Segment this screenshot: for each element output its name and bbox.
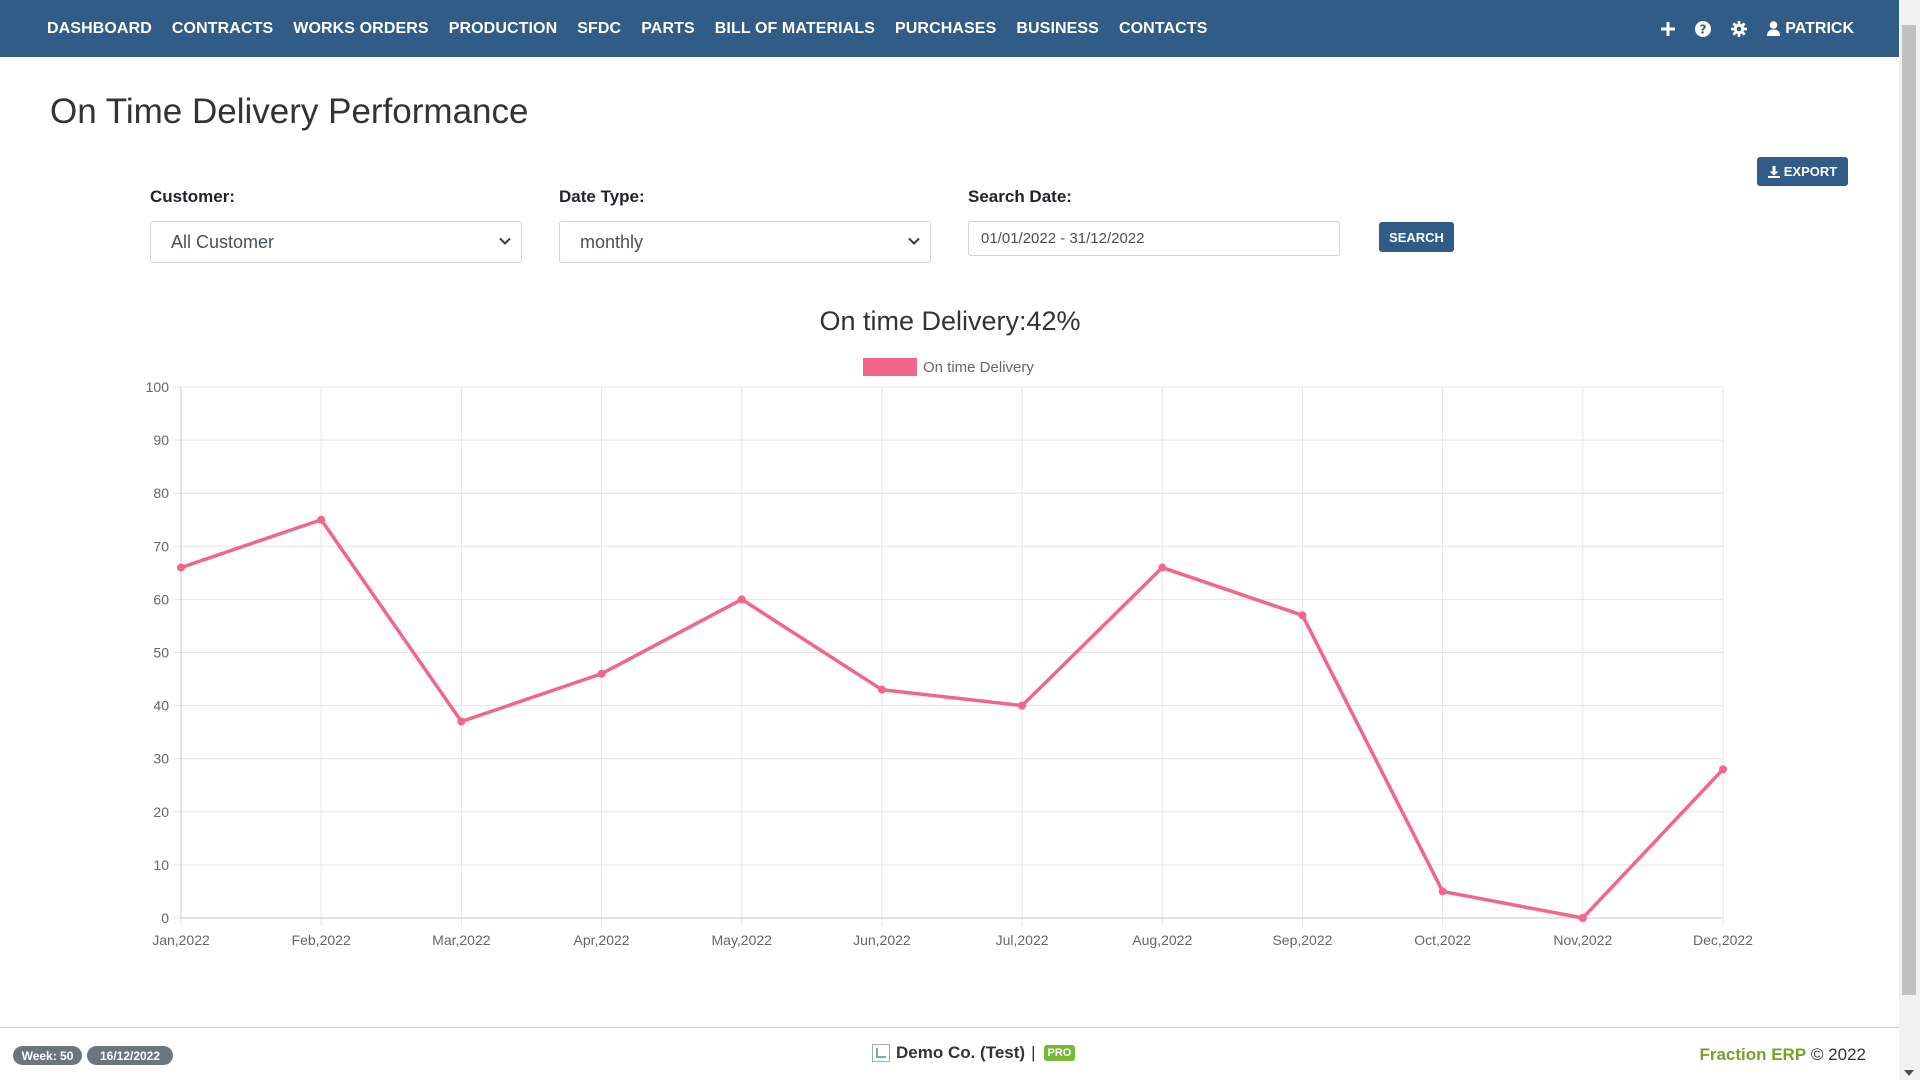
y-tick-label: 90 — [153, 432, 169, 448]
nav-item-bill-of-materials[interactable]: BILL OF MATERIALS — [714, 19, 875, 37]
question-circle-icon[interactable]: ? — [1695, 20, 1712, 37]
search-date-input[interactable]: 01/01/2022 - 31/12/2022 — [968, 221, 1340, 256]
data-point — [177, 563, 185, 572]
export-label: EXPORT — [1783, 164, 1838, 179]
nav-item-purchases[interactable]: PURCHASES — [894, 19, 997, 37]
on-time-delivery-chart: On time Delivery:42% On time Delivery 0 10 2… — [146, 306, 1754, 948]
nav-actions: ? PATRICK — [1641, 0, 1854, 57]
export-button[interactable]: EXPORT — [1757, 157, 1848, 186]
data-point — [457, 717, 466, 726]
user-icon — [1767, 21, 1781, 36]
date-type-select[interactable]: monthly — [559, 221, 931, 263]
data-point — [1719, 765, 1727, 774]
user-menu[interactable]: PATRICK — [1767, 20, 1854, 38]
customer-select[interactable]: All Customer — [150, 221, 522, 263]
y-tick-label: 100 — [146, 379, 170, 395]
scrollbar-thumb[interactable] — [1902, 25, 1916, 995]
customer-select-value: All Customer — [171, 231, 275, 252]
x-tick-label: Jan,2022 — [152, 932, 210, 948]
download-icon — [1767, 165, 1780, 178]
nav-item-parts[interactable]: PARTS — [641, 19, 695, 37]
svg-text:?: ? — [1700, 22, 1707, 36]
y-tick-label: 70 — [153, 538, 169, 554]
data-point — [877, 685, 886, 694]
legend-label: On time Delivery — [923, 359, 1034, 376]
data-point — [1438, 887, 1447, 896]
top-navbar: DASHBOARD CONTRACTS WORKS ORDERS PRODUCT… — [0, 0, 1899, 57]
nav-item-dashboard[interactable]: DASHBOARD — [47, 19, 152, 37]
data-point — [737, 595, 746, 604]
y-tick-label: 50 — [153, 645, 169, 661]
x-tick-label: Aug,2022 — [1132, 932, 1192, 948]
data-point — [1018, 701, 1027, 710]
pro-badge: PRO — [1043, 1045, 1076, 1061]
page-title: On Time Delivery Performance — [50, 92, 529, 131]
scroll-down-arrow-icon[interactable] — [1904, 1070, 1914, 1076]
x-tick-label: Jun,2022 — [853, 932, 911, 948]
y-tick-label: 80 — [153, 485, 169, 501]
chevron-down-icon — [908, 237, 920, 245]
week-badge: Week: 50 — [13, 1046, 82, 1065]
user-name: PATRICK — [1785, 19, 1854, 37]
x-tick-label: Feb,2022 — [292, 932, 351, 948]
x-tick-label: May,2022 — [712, 932, 773, 948]
search-button[interactable]: SEARCH — [1379, 222, 1454, 252]
brand-name: Fraction ERP — [1699, 1045, 1807, 1064]
series-line — [180, 518, 1725, 920]
date-badge: 16/12/2022 — [87, 1046, 173, 1065]
nav-item-sfdc[interactable]: SFDC — [577, 19, 622, 37]
customer-label: Customer: — [150, 187, 236, 206]
data-point — [1158, 563, 1167, 572]
main-menu: DASHBOARD CONTRACTS WORKS ORDERS PRODUCT… — [47, 20, 1227, 38]
chevron-down-icon — [499, 237, 511, 245]
copyright: © 2022 — [1810, 1045, 1866, 1064]
x-tick-label: Jul,2022 — [996, 932, 1049, 948]
y-tick-label: 20 — [153, 804, 169, 820]
y-tick-label: 10 — [153, 857, 169, 873]
x-tick-label: Mar,2022 — [432, 932, 491, 948]
data-point — [1578, 914, 1587, 922]
page-scrollbar[interactable] — [1899, 0, 1920, 1080]
x-tick-label: Sep,2022 — [1272, 932, 1332, 948]
data-point — [597, 669, 606, 678]
legend-swatch — [863, 358, 917, 376]
company-info: Demo Co. (Test) | PRO — [872, 1043, 1076, 1063]
data-point — [317, 515, 326, 524]
x-tick-label: Dec,2022 — [1693, 932, 1753, 948]
nav-item-works-orders[interactable]: WORKS ORDERS — [293, 19, 429, 37]
plus-icon[interactable] — [1661, 21, 1676, 36]
y-tick-label: 30 — [153, 751, 169, 767]
data-point — [1298, 611, 1307, 620]
x-tick-label: Nov,2022 — [1553, 932, 1612, 948]
company-logo-icon — [872, 1044, 890, 1062]
company-name: Demo Co. (Test) — [896, 1043, 1026, 1062]
brand-copyright: Fraction ERP © 2022 — [1699, 1045, 1866, 1065]
footer-separator: | — [1031, 1043, 1036, 1062]
y-tick-label: 60 — [153, 591, 169, 607]
gear-icon[interactable] — [1731, 20, 1748, 37]
date-type-select-value: monthly — [580, 231, 644, 252]
nav-item-business[interactable]: BUSINESS — [1016, 19, 1099, 37]
nav-item-production[interactable]: PRODUCTION — [448, 19, 558, 37]
search-date-label: Search Date: — [968, 187, 1072, 206]
search-date-value: 01/01/2022 - 31/12/2022 — [981, 230, 1145, 247]
x-tick-label: Apr,2022 — [574, 932, 630, 948]
footer: Week: 50 16/12/2022 Demo Co. (Test) | PR… — [0, 1027, 1899, 1081]
nav-item-contacts[interactable]: CONTACTS — [1118, 19, 1208, 37]
chart-title: On time Delivery:42% — [819, 306, 1080, 336]
y-tick-label: 40 — [153, 698, 169, 714]
date-type-label: Date Type: — [559, 187, 645, 206]
y-tick-label: 0 — [161, 910, 169, 926]
nav-item-contracts[interactable]: CONTRACTS — [171, 19, 274, 37]
x-tick-label: Oct,2022 — [1414, 932, 1471, 948]
